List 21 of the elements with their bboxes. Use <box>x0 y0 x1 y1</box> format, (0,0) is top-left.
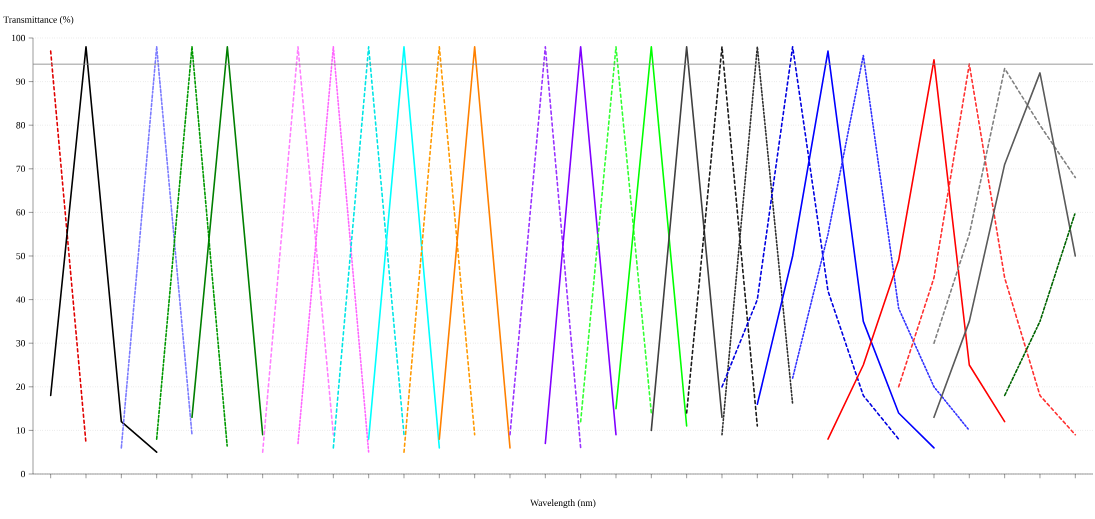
y-tick-label: 60 <box>16 209 26 216</box>
y-tick-label: 30 <box>16 340 26 347</box>
line-series <box>791 54 971 432</box>
y-tick-label: 100 <box>12 34 26 42</box>
line-series <box>49 45 158 453</box>
line-series <box>827 59 1006 440</box>
line-series <box>933 72 1077 419</box>
line-series <box>756 50 935 449</box>
y-tick-label: 50 <box>16 252 26 260</box>
x-axis-title: Wavelength (nm) <box>530 499 596 508</box>
line-series <box>933 67 1077 344</box>
y-tick-label: 20 <box>16 383 26 390</box>
y-tick-label: 0 <box>21 470 26 478</box>
y-axis-title: Transmittance (%) <box>3 16 74 25</box>
y-tick-label: 70 <box>16 165 26 172</box>
y-tick-label: 90 <box>16 78 26 85</box>
line-series <box>897 63 1077 436</box>
y-tick-label: 80 <box>16 122 26 129</box>
line-series <box>721 45 900 440</box>
y-tick-label: 10 <box>16 427 26 434</box>
y-tick-label: 40 <box>16 296 26 303</box>
